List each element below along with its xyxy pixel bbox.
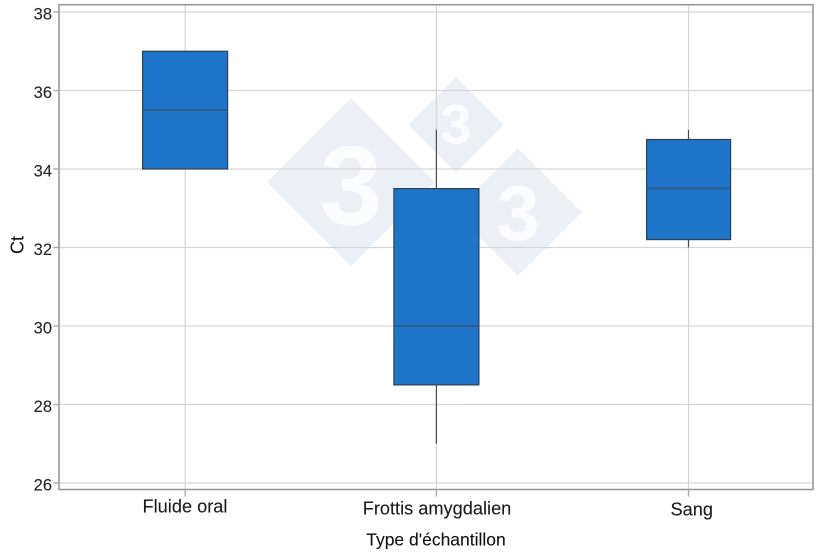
svg-text:Ct: Ct: [8, 236, 28, 254]
svg-text:26: 26: [34, 477, 52, 495]
svg-text:3: 3: [320, 123, 382, 248]
svg-text:Frottis amygdalien: Frottis amygdalien: [363, 499, 512, 519]
svg-text:3: 3: [440, 93, 471, 156]
svg-text:38: 38: [34, 6, 52, 24]
svg-text:Type d'échantillon: Type d'échantillon: [366, 530, 506, 550]
svg-text:34: 34: [34, 163, 52, 181]
svg-text:32: 32: [34, 241, 52, 259]
svg-text:36: 36: [34, 84, 52, 102]
svg-text:Fluide oral: Fluide oral: [143, 497, 228, 517]
svg-text:Sang: Sang: [670, 499, 712, 519]
svg-text:30: 30: [34, 320, 52, 338]
svg-text:28: 28: [34, 398, 52, 416]
svg-text:3: 3: [496, 169, 539, 257]
